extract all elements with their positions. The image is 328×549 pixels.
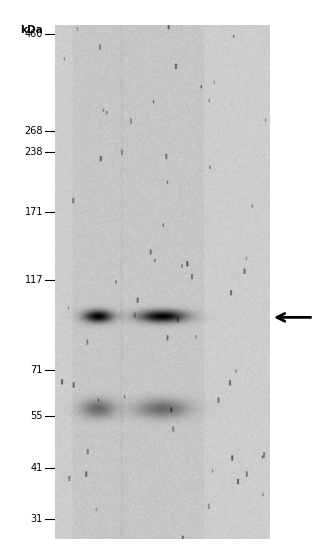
Text: 117: 117 — [25, 275, 43, 285]
Text: 268: 268 — [25, 126, 43, 136]
Text: kDa: kDa — [20, 25, 43, 35]
Text: 171: 171 — [25, 207, 43, 217]
Text: 41: 41 — [31, 463, 43, 473]
Text: 238: 238 — [25, 147, 43, 158]
Text: 460: 460 — [25, 29, 43, 39]
Text: 71: 71 — [31, 365, 43, 374]
Text: 31: 31 — [31, 513, 43, 524]
Text: 55: 55 — [31, 411, 43, 421]
